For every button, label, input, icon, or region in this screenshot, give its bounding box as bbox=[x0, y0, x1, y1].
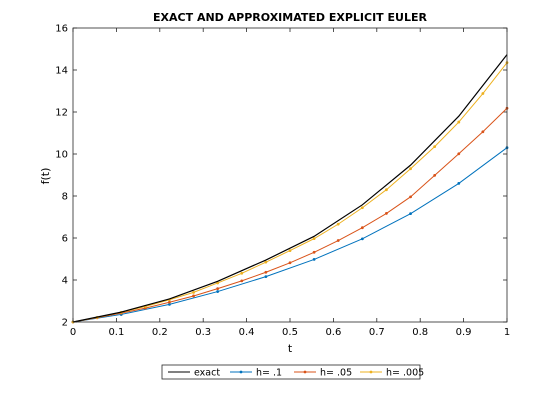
legend-entry-label: h= .05 bbox=[320, 367, 352, 378]
data-point bbox=[240, 279, 244, 283]
data-point bbox=[457, 152, 461, 156]
data-point bbox=[409, 195, 412, 199]
data-point bbox=[240, 271, 244, 275]
data-point bbox=[385, 212, 388, 215]
x-tick-label: 0.4 bbox=[239, 327, 255, 338]
axes-background bbox=[73, 28, 507, 322]
legend-entry-label: h= .1 bbox=[256, 367, 282, 378]
data-point bbox=[481, 130, 485, 134]
data-point bbox=[360, 226, 364, 230]
data-point bbox=[360, 206, 364, 210]
data-point bbox=[168, 302, 171, 306]
axes-frame bbox=[72, 27, 508, 323]
data-point bbox=[360, 237, 364, 241]
data-point bbox=[264, 260, 268, 264]
data-point bbox=[192, 294, 195, 298]
data-point bbox=[216, 281, 220, 285]
y-tick-label: 8 bbox=[62, 192, 68, 203]
series-exact bbox=[72, 54, 508, 323]
data-point bbox=[409, 212, 412, 216]
data-point bbox=[433, 174, 437, 177]
data-point bbox=[264, 270, 268, 274]
x-tick-label: 0.5 bbox=[282, 327, 298, 338]
y-tick-label: 16 bbox=[55, 24, 68, 35]
x-tick-label: 0.6 bbox=[325, 327, 341, 338]
data-point bbox=[168, 300, 171, 304]
legend-marker bbox=[239, 370, 243, 374]
data-point bbox=[457, 182, 461, 185]
data-point bbox=[385, 188, 388, 192]
y-tick-label: 12 bbox=[55, 108, 68, 119]
data-point bbox=[312, 237, 316, 241]
data-point bbox=[336, 239, 340, 242]
plot-area: 0 0.1 0.2 0.3 0.4 0.5 0.6 0.7 0.8 0.9 124681012141… bbox=[55, 24, 510, 339]
y-tick-label: 10 bbox=[55, 150, 68, 161]
x-tick-label: 0 bbox=[70, 327, 76, 338]
legend-marker bbox=[303, 370, 307, 374]
data-point bbox=[312, 258, 316, 261]
series-line bbox=[72, 54, 508, 323]
data-point bbox=[312, 250, 316, 254]
y-axis-label: f(t) bbox=[39, 168, 52, 185]
data-point bbox=[433, 145, 437, 149]
data-point bbox=[216, 287, 220, 291]
data-point bbox=[264, 275, 268, 279]
data-point bbox=[288, 249, 292, 253]
legend: exact h= .1 h= .05 h= .005 bbox=[161, 364, 424, 380]
data-point bbox=[336, 222, 340, 226]
data-point bbox=[481, 92, 485, 95]
data-point bbox=[457, 120, 461, 124]
y-tick-label: 6 bbox=[62, 234, 68, 245]
data-point bbox=[288, 261, 292, 265]
x-axis-label: t bbox=[288, 342, 293, 355]
y-tick-label: 4 bbox=[62, 276, 68, 287]
x-tick-label: 0.7 bbox=[369, 327, 385, 338]
legend-entry-label: exact bbox=[194, 367, 220, 378]
data-point bbox=[192, 290, 195, 294]
x-tick-label: 0.1 bbox=[108, 327, 124, 338]
legend-box bbox=[161, 364, 421, 380]
x-tick-label: 0.8 bbox=[412, 327, 428, 338]
x-tick-label: 0.3 bbox=[195, 327, 211, 338]
x-tick-label: 0.2 bbox=[152, 327, 168, 338]
legend-marker bbox=[369, 370, 373, 374]
data-point bbox=[409, 167, 412, 171]
x-tick-label: 0.9 bbox=[456, 327, 472, 338]
y-tick-label: 14 bbox=[55, 66, 68, 77]
y-tick-label: 2 bbox=[62, 318, 68, 329]
legend-entry-label: h= .005 bbox=[386, 367, 424, 378]
x-tick-label: 1 bbox=[504, 327, 510, 338]
chart-title: EXACT AND APPROXIMATED EXPLICIT EULER bbox=[153, 11, 427, 24]
data-point bbox=[216, 290, 220, 293]
